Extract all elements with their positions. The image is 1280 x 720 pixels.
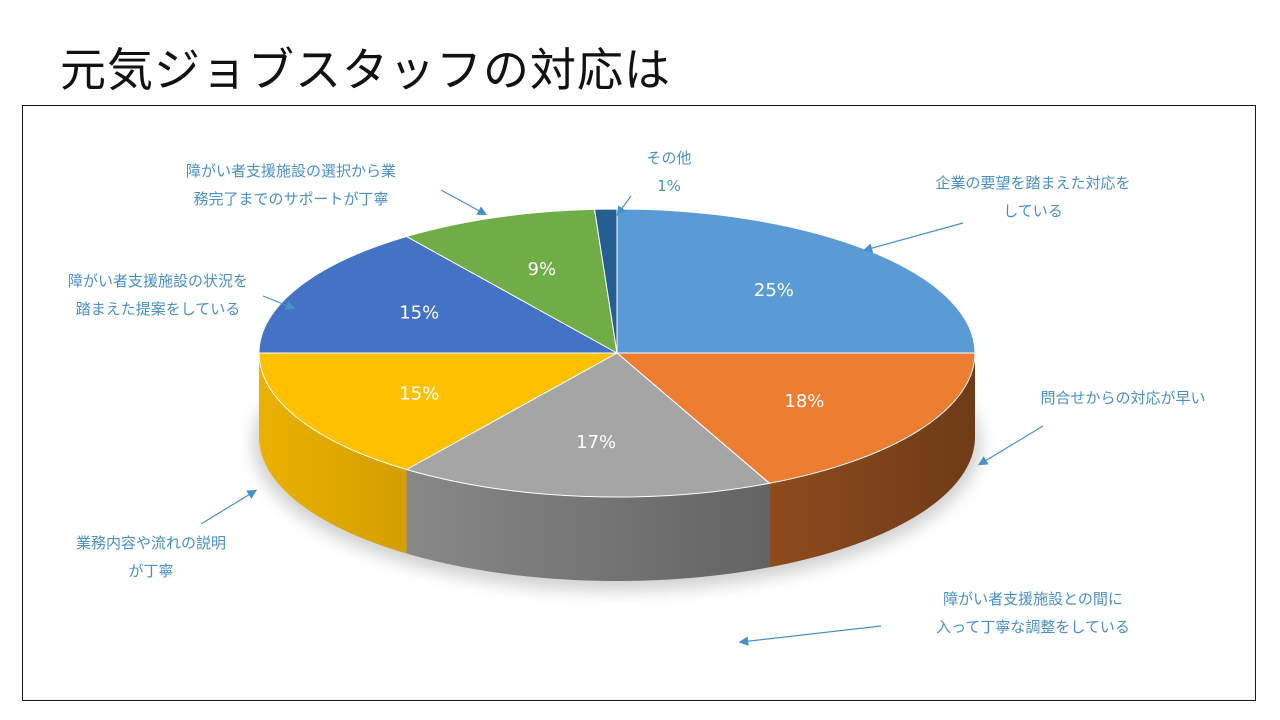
pie-slice-1 <box>615 352 976 484</box>
callout-arrow-5 <box>440 189 488 216</box>
chart-frame: 25% 18% 17% 15% 15% 9% 企業の要望を踏まえた対応をしている問合せから… <box>22 105 1256 701</box>
category-label-1: 問合せからの対応が早い <box>1040 389 1205 407</box>
pie-slice-2 <box>405 352 771 498</box>
category-label-0: 企業の要望を踏まえた対応をしている <box>935 174 1130 220</box>
callout-arrow-0 <box>862 222 964 253</box>
category-label-2: 障がい者支援施設との間に入って丁寧な調整をしている <box>936 590 1130 636</box>
pie-slice-3 <box>258 352 619 471</box>
data-label-5: 9% <box>528 259 557 280</box>
callout-arrow-4 <box>262 295 296 310</box>
callout-arrow-1 <box>977 425 1044 466</box>
pie-slice-4 <box>258 235 619 354</box>
callout-arrow-3 <box>200 489 258 525</box>
data-labels: 25% 18% 17% 15% 15% 9% <box>399 259 824 453</box>
data-label-2: 17% <box>576 432 616 453</box>
pie-sides <box>259 353 975 581</box>
slide-title: 元気ジョブスタッフの対応は <box>60 43 671 97</box>
category-label-4: 障がい者支援施設の状況を踏まえた提案をしている <box>68 272 248 318</box>
pie-side-2 <box>406 469 770 581</box>
pie-side-3 <box>259 353 407 554</box>
category-label-6: その他 1% <box>646 149 691 195</box>
pie-slice-0 <box>616 208 976 354</box>
callout-arrow-6 <box>616 195 632 216</box>
pie-slice-5 <box>405 208 618 354</box>
pie-top <box>258 208 976 498</box>
category-labels: 企業の要望を踏まえた対応をしている問合せからの対応が早い障がい者支援施設との間に… <box>68 149 1206 646</box>
callout-arrow-2 <box>738 625 882 646</box>
pie-side-1 <box>769 353 975 568</box>
category-label-5: 障がい者支援施設の選択から業務完了までのサポートが丁寧 <box>186 162 396 208</box>
data-label-1: 18% <box>784 391 824 412</box>
data-label-4: 15% <box>399 303 439 324</box>
category-label-3: 業務内容や流れの説明が丁寧 <box>76 534 226 580</box>
data-label-3: 15% <box>399 384 439 405</box>
pie-chart: 25% 18% 17% 15% 15% 9% 企業の要望を踏まえた対応をしている問合せから… <box>68 149 1206 646</box>
data-label-0: 25% <box>754 280 794 301</box>
